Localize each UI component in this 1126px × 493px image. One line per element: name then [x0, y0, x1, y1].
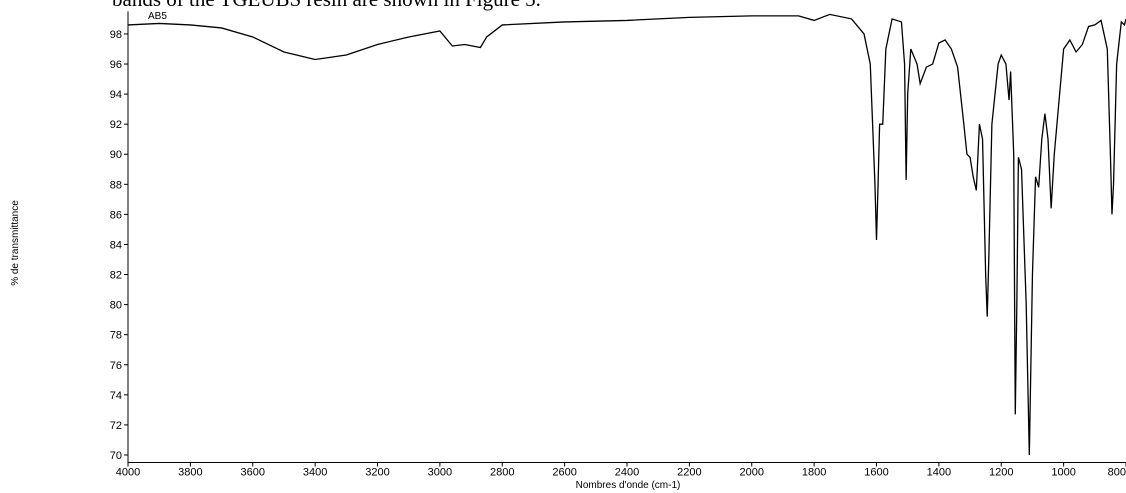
y-tick-label: 96	[110, 59, 122, 71]
x-tick-label: 3200	[365, 467, 389, 479]
y-tick-label: 86	[110, 209, 122, 221]
spectrum-line	[127, 13, 1126, 455]
y-tick-label: 88	[110, 179, 122, 191]
x-axis-label: Nombres d'onde (cm-1)	[576, 480, 681, 491]
x-tick-label: 1600	[864, 467, 888, 479]
x-tick-label: 1200	[989, 467, 1013, 479]
y-tick-label: 98	[110, 29, 122, 41]
y-tick-label: 76	[110, 360, 122, 372]
x-tick-label: 3400	[303, 467, 327, 479]
y-tick-label: 90	[110, 149, 122, 161]
x-tick-label: 4000	[116, 467, 140, 479]
x-tick-label: 3800	[178, 467, 202, 479]
x-tick-label: 1000	[1051, 467, 1075, 479]
x-tick-label: 2200	[677, 467, 701, 479]
y-tick-label: 78	[110, 330, 122, 342]
y-tick-label: 80	[110, 300, 122, 312]
y-tick-label: 84	[110, 239, 122, 251]
x-tick-label: 1800	[802, 467, 826, 479]
y-axis-label: % de transmittance	[10, 200, 21, 286]
x-tick-label: 3600	[241, 467, 265, 479]
annotation: AB5	[148, 11, 167, 22]
x-tick-label: 2000	[740, 467, 764, 479]
x-tick-label: 2600	[552, 467, 576, 479]
x-tick-label: 2800	[490, 467, 514, 479]
y-tick-label: 82	[110, 270, 122, 282]
x-tick-label: 3000	[428, 467, 452, 479]
y-tick-label: 70	[110, 450, 122, 462]
x-tick-label: 1400	[927, 467, 951, 479]
x-tick-label: 2400	[615, 467, 639, 479]
y-tick-label: 92	[110, 119, 122, 131]
x-tick-label: 800	[1108, 467, 1126, 479]
y-tick-label: 74	[110, 390, 122, 402]
y-tick-label: 94	[110, 89, 122, 101]
caption-fragment: bands of the TGEUBS resin are shown in F…	[112, 0, 541, 11]
y-tick-label: 72	[110, 420, 122, 432]
